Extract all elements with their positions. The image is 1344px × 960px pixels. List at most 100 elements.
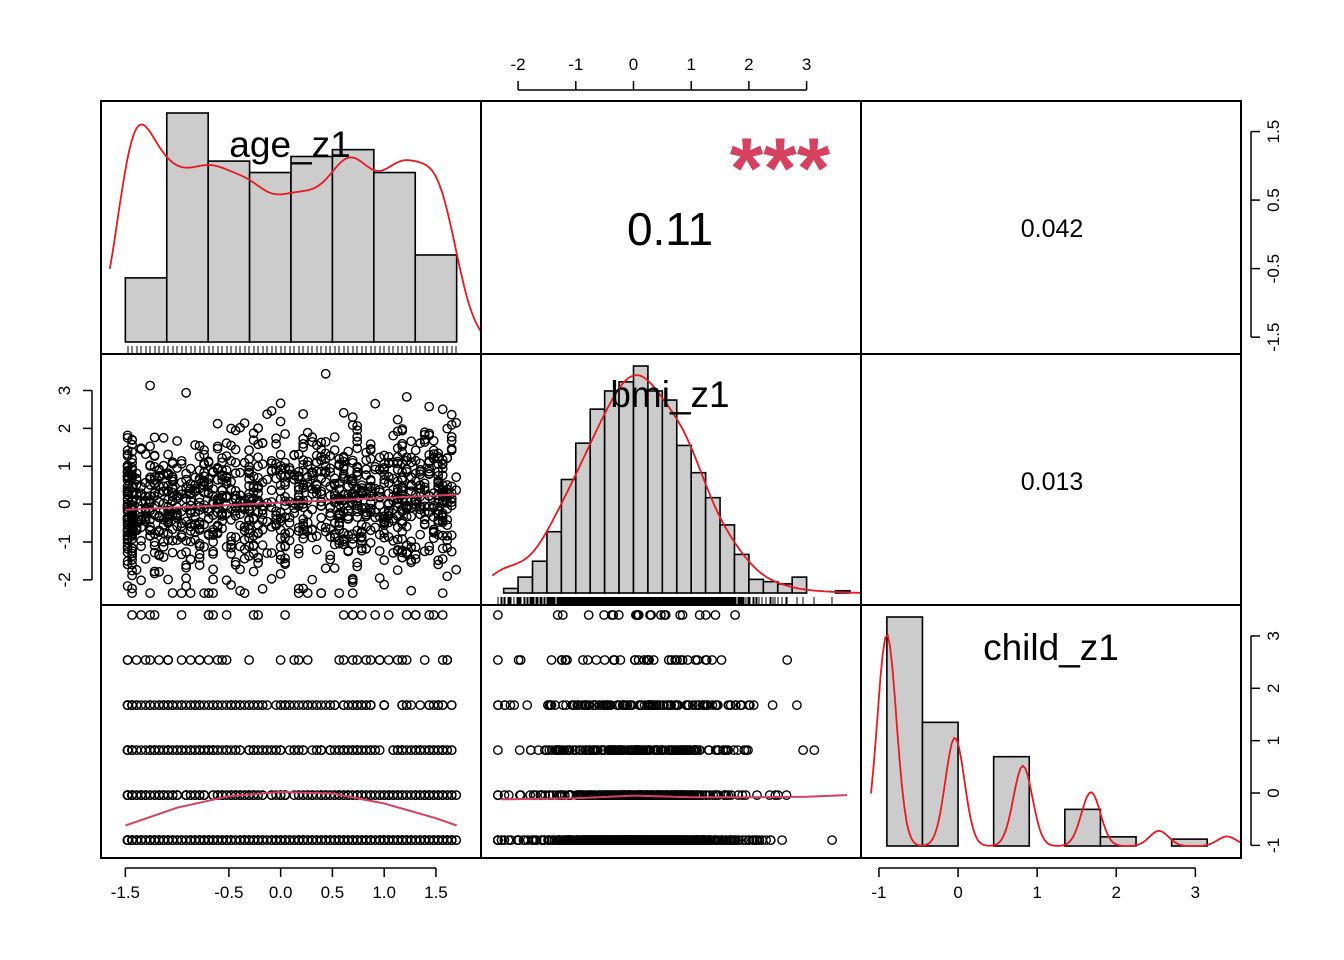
age-child-point <box>302 790 313 800</box>
age-bmi-point <box>271 433 281 444</box>
age-bmi-point <box>145 588 156 598</box>
age-child-point <box>122 655 133 665</box>
age-bmi-point <box>127 529 138 540</box>
right-age-tick-label: -0.5 <box>1264 254 1283 283</box>
age-bmi-point <box>343 505 354 516</box>
age-bmi-point <box>275 464 286 475</box>
age-bmi-point <box>356 480 367 490</box>
bmi-child-point <box>634 700 644 710</box>
bmi-child-point <box>728 745 739 755</box>
age-bmi-point <box>361 455 372 466</box>
bmi-child-point <box>597 835 608 845</box>
age-bmi-point <box>424 468 435 479</box>
age-bmi-point <box>266 485 277 496</box>
age-child-point <box>361 835 372 845</box>
age-bmi-point <box>275 398 286 409</box>
age-bmi-point <box>221 492 232 503</box>
bmi-child-point <box>675 655 686 665</box>
age-bmi-point <box>320 522 331 533</box>
age-bmi-point <box>383 532 394 542</box>
age-bmi-point <box>437 543 448 554</box>
bmi-child-point <box>740 790 751 800</box>
bottom-child-tick-label: 1 <box>1032 883 1041 902</box>
age-bmi-point <box>397 545 408 556</box>
age-bmi-point <box>212 498 223 509</box>
bmi-hist-bar <box>733 553 750 594</box>
bmi-child-point <box>655 835 666 845</box>
age-bmi-point <box>442 542 453 553</box>
age-bmi-point <box>203 478 214 488</box>
bmi-child-point <box>492 610 503 620</box>
age-child-point <box>122 745 133 755</box>
age-bmi-point <box>226 580 237 590</box>
bmi-child-point <box>608 790 619 800</box>
age-child-point <box>140 655 151 665</box>
age-bmi-point <box>401 547 412 557</box>
age-bmi-point <box>199 445 210 455</box>
bmi-child-point <box>692 655 703 665</box>
age-child-point <box>230 700 241 710</box>
bmi-child-point <box>792 700 802 710</box>
bmi-child-point <box>608 745 618 755</box>
bmi-child-point <box>642 655 653 665</box>
age-child-point <box>379 835 390 845</box>
bmi-child-point <box>713 745 723 755</box>
age-child-point <box>154 745 165 755</box>
bottom-age-tick-label: 1.0 <box>372 883 396 902</box>
age-bmi-point <box>437 404 448 415</box>
age-bmi-point <box>437 588 448 598</box>
bottom-age-tick-label: -1.5 <box>111 883 140 902</box>
age-bmi-point <box>248 566 259 577</box>
age-bmi-point <box>356 526 367 537</box>
age-bmi-point <box>253 558 264 568</box>
age-bmi-point <box>446 409 457 420</box>
age-child-point <box>149 835 160 845</box>
age-bmi-point <box>208 537 219 547</box>
age-child-point <box>428 835 439 845</box>
bmi-child-point <box>557 610 568 620</box>
bmi-child-point <box>688 745 699 755</box>
child-hist-bar <box>992 755 1031 847</box>
bmi-child-point <box>749 835 760 845</box>
age-hist-bar <box>124 277 168 343</box>
age-bmi-point <box>280 479 290 490</box>
age-child-point <box>433 790 444 800</box>
age-bmi-point <box>176 518 187 529</box>
bmi-child-point <box>729 835 740 845</box>
age-bmi-point <box>442 453 453 464</box>
age-bmi-point <box>329 563 340 573</box>
bmi-child-point <box>581 835 591 845</box>
age-bmi-point <box>226 542 237 553</box>
age-child-point <box>194 745 205 755</box>
age-bmi-point <box>266 455 277 466</box>
age-bmi-point <box>338 456 349 467</box>
age-bmi-point <box>167 535 178 546</box>
bmi-child-point <box>752 790 762 800</box>
bmi-child-point <box>707 655 717 665</box>
age-bmi-point <box>217 470 228 480</box>
bmi-child-point <box>578 655 588 665</box>
age-bmi-point <box>293 583 304 594</box>
age-bmi-point <box>307 574 318 585</box>
bmi-child-point <box>583 700 594 710</box>
age-bmi-point <box>397 425 408 436</box>
age-bmi-point <box>163 449 174 460</box>
age-bmi-point <box>149 529 160 539</box>
bmi-child-point <box>739 745 750 755</box>
age-bmi-point <box>127 555 138 565</box>
age-child-point <box>248 610 259 620</box>
age-bmi-point <box>280 500 290 511</box>
age-bmi-point <box>194 553 205 563</box>
age-child-point <box>253 610 264 620</box>
bmi-child-point <box>726 790 736 800</box>
age-bmi-point <box>154 464 165 475</box>
bmi-child-point <box>603 745 614 755</box>
age-child-point <box>208 745 219 755</box>
age-bmi-point <box>298 533 309 544</box>
age-bmi-point <box>244 514 255 524</box>
age-bmi-point <box>235 564 246 575</box>
age-bmi-point <box>401 521 412 532</box>
age-child-point <box>217 655 228 665</box>
age-bmi-point <box>352 525 363 536</box>
age-bmi-point <box>185 536 196 547</box>
